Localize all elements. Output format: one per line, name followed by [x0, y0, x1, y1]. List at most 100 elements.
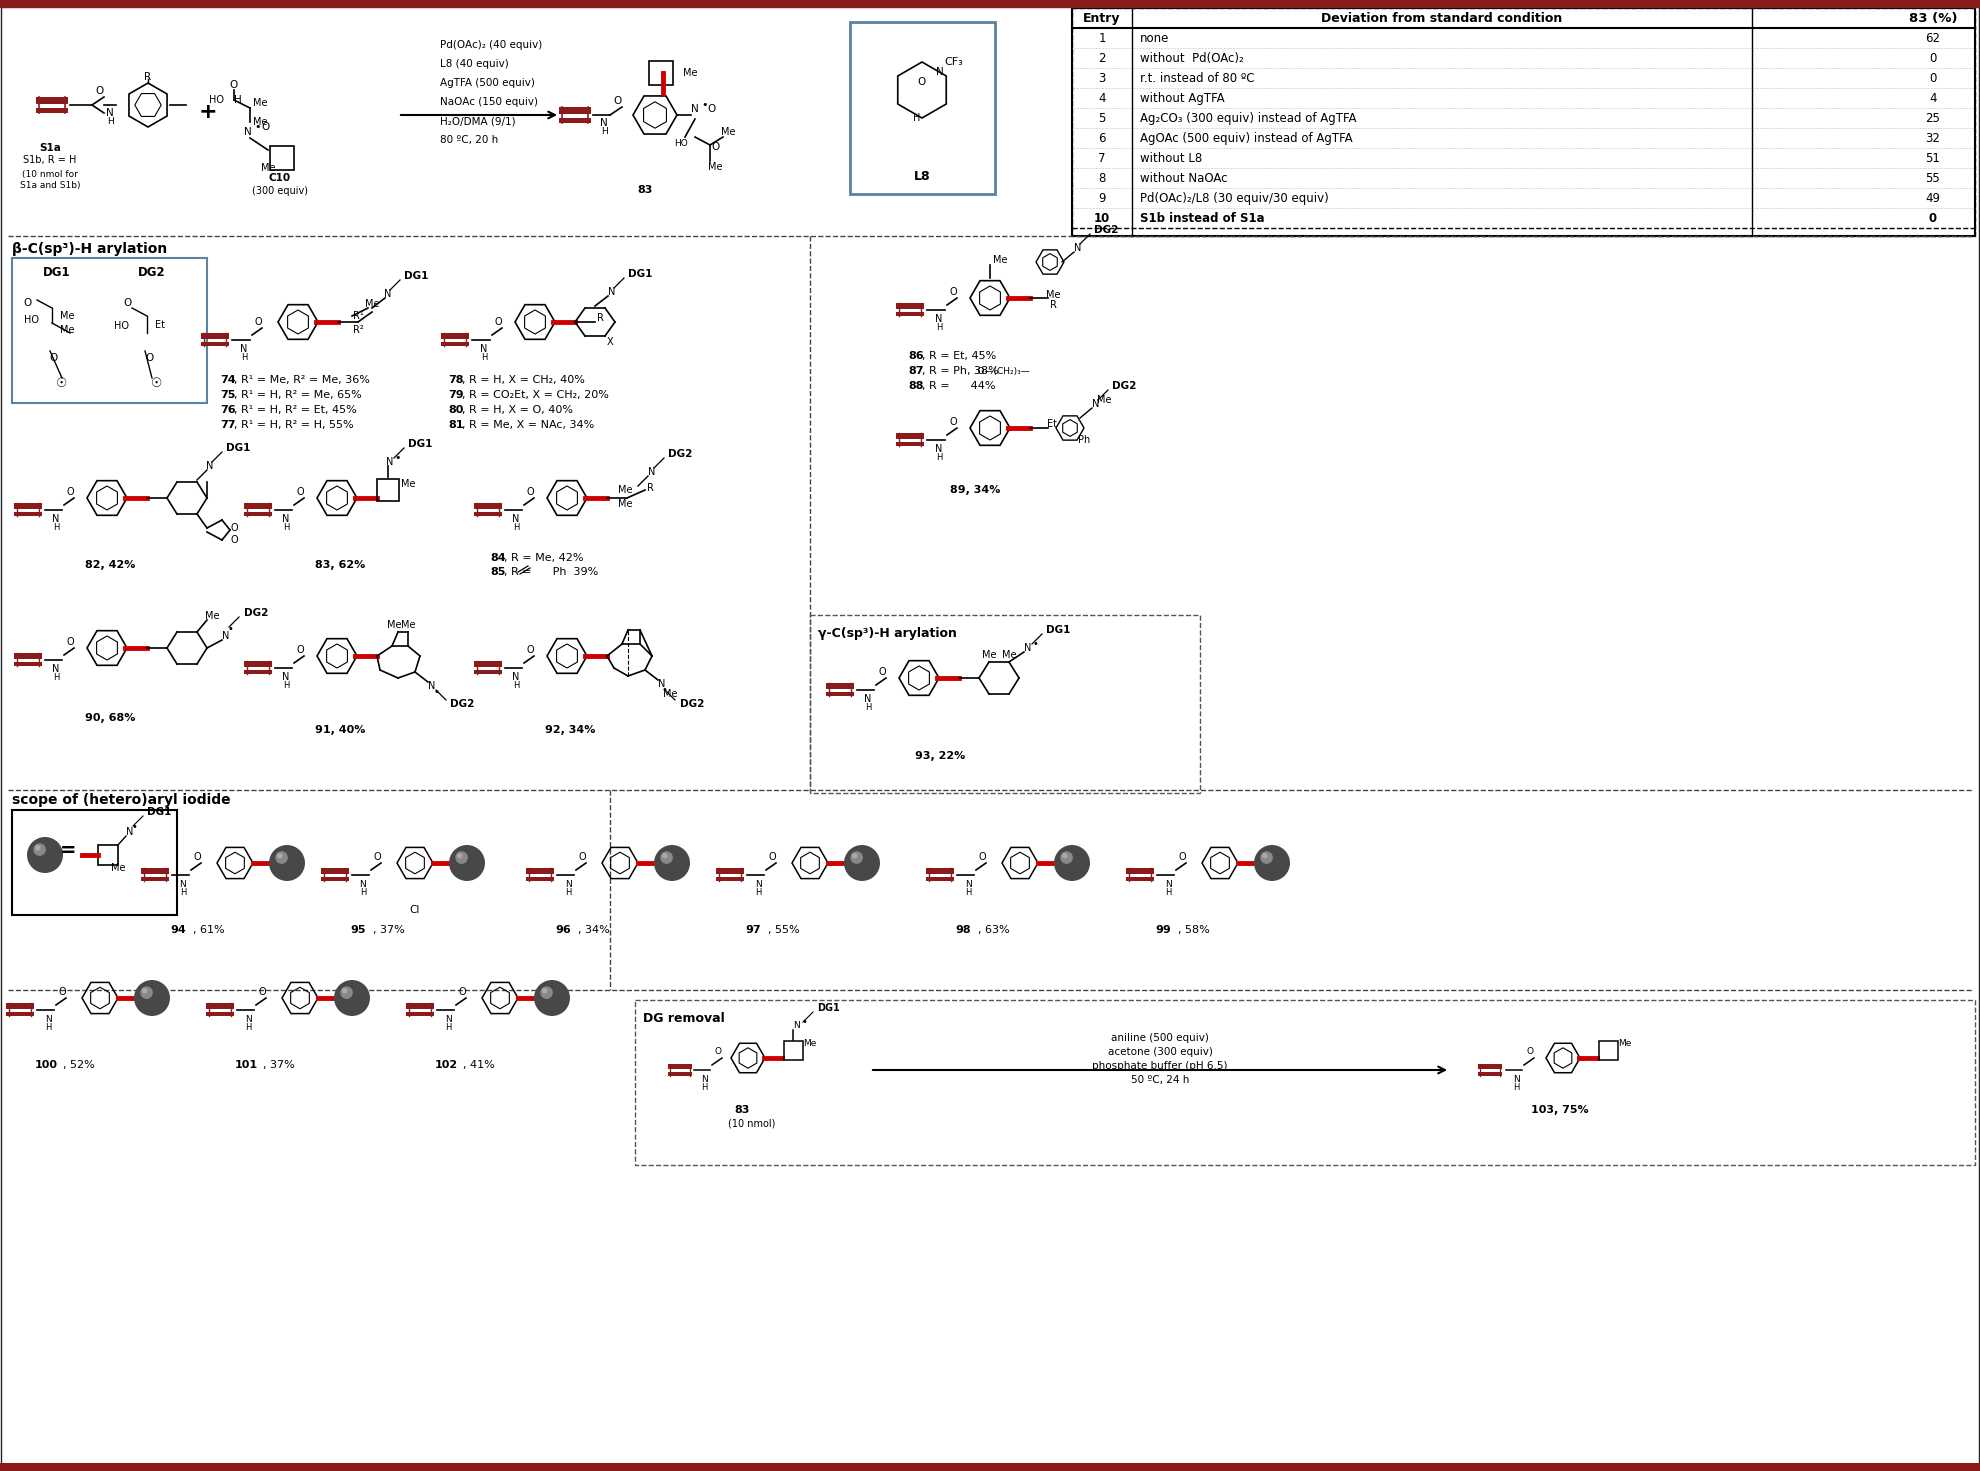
Text: Me: Me [618, 485, 632, 496]
Circle shape [543, 989, 548, 993]
Text: H: H [600, 127, 608, 135]
Circle shape [849, 852, 863, 863]
Circle shape [1253, 844, 1291, 881]
Bar [927, 868, 954, 874]
Circle shape [653, 844, 689, 881]
Bar [649, 60, 673, 85]
Text: 7: 7 [1099, 152, 1105, 165]
Text: N: N [647, 466, 655, 477]
Bar [897, 432, 923, 438]
Text: (300 equiv): (300 equiv) [251, 185, 309, 196]
Text: H: H [913, 113, 921, 124]
Bar [558, 106, 590, 113]
Text: AgOAc (500 equiv) instead of AgTFA: AgOAc (500 equiv) instead of AgTFA [1140, 131, 1352, 144]
Text: (10 nmol for: (10 nmol for [22, 169, 77, 178]
Text: Me: Me [1097, 396, 1111, 405]
Text: 99: 99 [1154, 925, 1170, 936]
Text: O—(CH₂)₃—: O—(CH₂)₃— [960, 366, 1030, 375]
Text: N: N [935, 444, 942, 455]
Text: H: H [180, 887, 186, 896]
Text: HO: HO [115, 321, 129, 331]
Text: R: R [647, 482, 653, 493]
Bar [206, 1003, 234, 1009]
Text: L8 (40 equiv): L8 (40 equiv) [440, 59, 509, 69]
Text: O: O [65, 487, 73, 497]
Text: , 61%: , 61% [192, 925, 224, 936]
Text: , R =      Ph  39%: , R = Ph 39% [505, 566, 598, 577]
Bar [244, 660, 271, 666]
Circle shape [541, 986, 552, 999]
Bar [475, 512, 501, 516]
Text: O: O [527, 487, 535, 497]
Text: N: N [1513, 1074, 1519, 1084]
Text: +: + [198, 101, 218, 122]
Text: , R = Me, 42%: , R = Me, 42% [505, 553, 584, 563]
Text: H: H [242, 353, 248, 362]
Text: S1a: S1a [40, 143, 61, 153]
Text: 10: 10 [1093, 212, 1111, 225]
Text: , R¹ = H, R² = Et, 45%: , R¹ = H, R² = Et, 45% [234, 405, 356, 415]
Text: Me: Me [663, 688, 677, 699]
Text: O: O [50, 353, 57, 363]
Text: Cl: Cl [410, 905, 420, 915]
Circle shape [659, 852, 673, 863]
Circle shape [535, 980, 570, 1016]
Text: O: O [372, 852, 380, 862]
Text: N: N [127, 827, 135, 837]
Bar [1071, 7, 1974, 235]
Text: N: N [792, 1021, 800, 1031]
Bar [442, 332, 469, 338]
Bar [14, 512, 42, 516]
Circle shape [1061, 853, 1067, 859]
Text: O: O [948, 416, 956, 427]
Circle shape [277, 853, 283, 859]
Text: O: O [614, 96, 622, 106]
Text: 9: 9 [1099, 191, 1105, 204]
Text: •: • [131, 822, 137, 833]
Text: •: • [701, 100, 709, 110]
Text: H: H [1513, 1083, 1519, 1091]
Bar [475, 660, 501, 666]
Text: DG2: DG2 [1095, 225, 1119, 235]
Bar [406, 1012, 434, 1016]
Text: O: O [123, 299, 131, 307]
Text: , 55%: , 55% [768, 925, 800, 936]
Text: O: O [457, 987, 465, 997]
Text: Pd(OAc)₂/L8 (30 equiv/30 equiv): Pd(OAc)₂/L8 (30 equiv/30 equiv) [1140, 191, 1329, 204]
Text: N: N [46, 1015, 51, 1024]
Text: 62: 62 [1925, 31, 1940, 44]
Circle shape [1261, 852, 1273, 863]
Text: N: N [481, 344, 487, 355]
Text: Entry: Entry [1083, 12, 1121, 25]
Text: Pd(OAc)₂ (40 equiv): Pd(OAc)₂ (40 equiv) [440, 40, 543, 50]
Text: DG1: DG1 [628, 269, 651, 279]
Circle shape [34, 843, 46, 856]
Text: aniline (500 equiv): aniline (500 equiv) [1111, 1033, 1210, 1043]
Circle shape [457, 853, 463, 859]
Text: Me: Me [386, 619, 402, 630]
Text: N: N [246, 1015, 251, 1024]
Text: N: N [865, 694, 871, 705]
Text: Me: Me [364, 299, 380, 309]
Text: O: O [261, 122, 269, 132]
Text: 94: 94 [170, 925, 186, 936]
Text: H: H [53, 672, 59, 681]
Text: , 41%: , 41% [463, 1061, 495, 1069]
Text: 6: 6 [1099, 131, 1105, 144]
Text: N: N [244, 127, 251, 137]
Text: O: O [253, 316, 261, 327]
Text: N: N [283, 672, 289, 683]
Text: O: O [919, 76, 927, 87]
Bar [810, 615, 1200, 793]
Text: 102: 102 [436, 1061, 457, 1069]
Text: 49: 49 [1925, 191, 1940, 204]
Text: without  Pd(OAc)₂: without Pd(OAc)₂ [1140, 51, 1243, 65]
Text: H: H [1164, 887, 1172, 896]
Text: Me: Me [261, 163, 275, 174]
Bar [1127, 877, 1154, 881]
Text: O: O [709, 104, 717, 113]
Bar [36, 107, 67, 112]
Text: O: O [1527, 1047, 1533, 1056]
Bar [1127, 868, 1154, 874]
Text: •: • [434, 687, 440, 697]
